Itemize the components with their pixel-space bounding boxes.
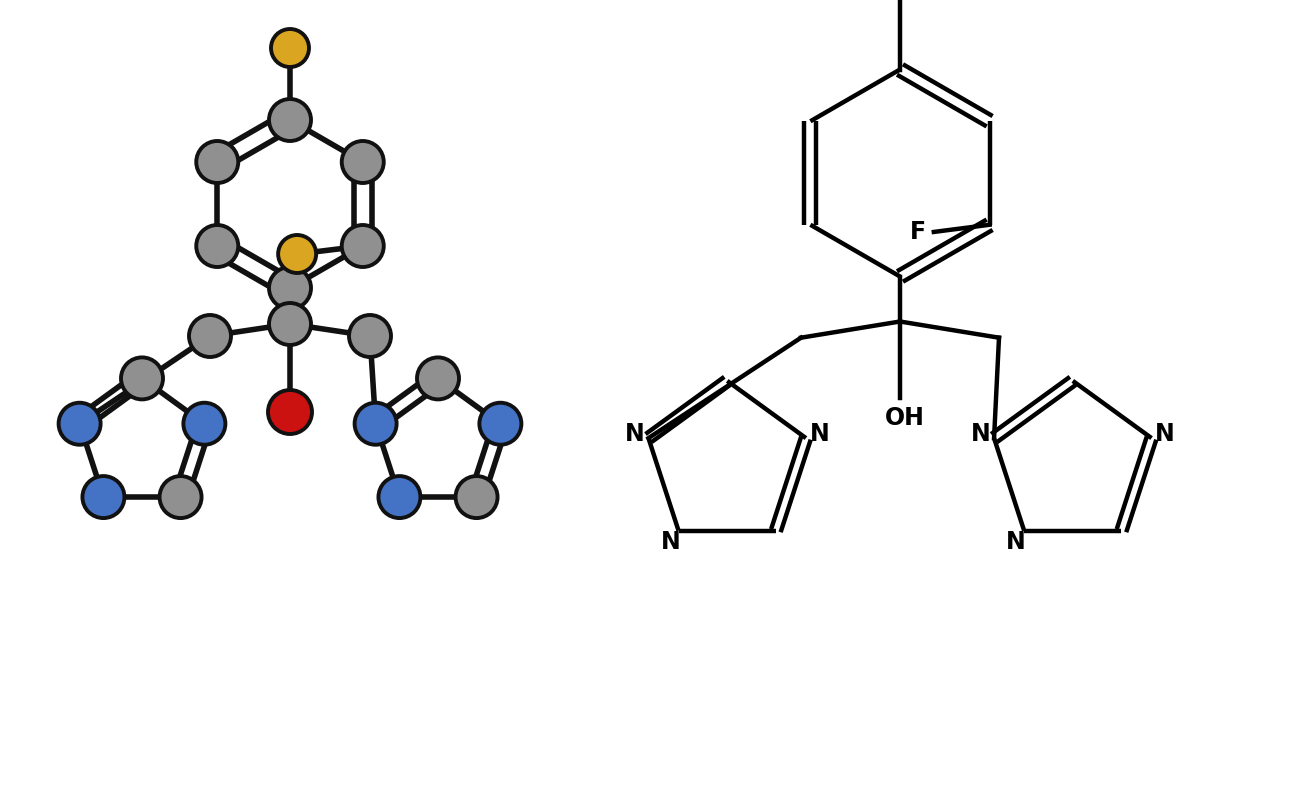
Text: OH: OH [885,406,924,430]
Circle shape [183,402,225,444]
Circle shape [417,357,459,399]
Circle shape [188,315,231,357]
Circle shape [269,303,311,345]
Circle shape [480,402,521,444]
Circle shape [196,225,238,267]
Text: N: N [660,530,680,554]
Circle shape [269,267,311,309]
Text: N: N [971,422,991,446]
Circle shape [378,476,420,518]
Text: Image ID: E1G891: Image ID: E1G891 [1144,753,1283,768]
Circle shape [270,29,309,67]
Text: N: N [625,422,645,446]
Circle shape [121,357,162,399]
Text: N: N [1154,422,1175,446]
Circle shape [160,476,202,518]
Text: N: N [1006,530,1026,554]
Circle shape [342,225,384,267]
Text: www.alamy.com: www.alamy.com [1144,781,1282,797]
Circle shape [355,402,396,444]
Text: N: N [810,422,829,446]
Circle shape [269,99,311,141]
Circle shape [455,476,498,518]
Circle shape [268,390,312,434]
Circle shape [278,235,316,273]
Circle shape [58,402,100,444]
Circle shape [342,141,384,183]
Text: F: F [910,220,926,244]
Circle shape [82,476,125,518]
Text: alamy: alamy [49,755,182,793]
Circle shape [196,141,238,183]
Circle shape [348,315,391,357]
